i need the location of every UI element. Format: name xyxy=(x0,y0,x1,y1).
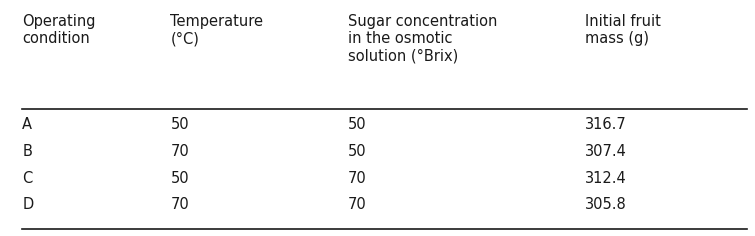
Text: C: C xyxy=(23,171,32,186)
Text: 312.4: 312.4 xyxy=(584,171,627,186)
Text: 70: 70 xyxy=(171,144,189,159)
Text: 70: 70 xyxy=(171,198,189,212)
Text: B: B xyxy=(23,144,32,159)
Text: Operating
condition: Operating condition xyxy=(23,14,96,46)
Text: D: D xyxy=(23,198,34,212)
Text: 50: 50 xyxy=(348,117,366,132)
Text: 50: 50 xyxy=(348,144,366,159)
Text: 70: 70 xyxy=(348,171,367,186)
Text: Sugar concentration
in the osmotic
solution (°Brix): Sugar concentration in the osmotic solut… xyxy=(348,14,498,64)
Text: 70: 70 xyxy=(348,198,367,212)
Text: 316.7: 316.7 xyxy=(584,117,627,132)
Text: Initial fruit
mass (g): Initial fruit mass (g) xyxy=(584,14,661,46)
Text: 307.4: 307.4 xyxy=(584,144,627,159)
Text: 50: 50 xyxy=(171,171,189,186)
Text: 50: 50 xyxy=(171,117,189,132)
Text: Temperature
(°C): Temperature (°C) xyxy=(171,14,263,46)
Text: 305.8: 305.8 xyxy=(584,198,627,212)
Text: A: A xyxy=(23,117,32,132)
